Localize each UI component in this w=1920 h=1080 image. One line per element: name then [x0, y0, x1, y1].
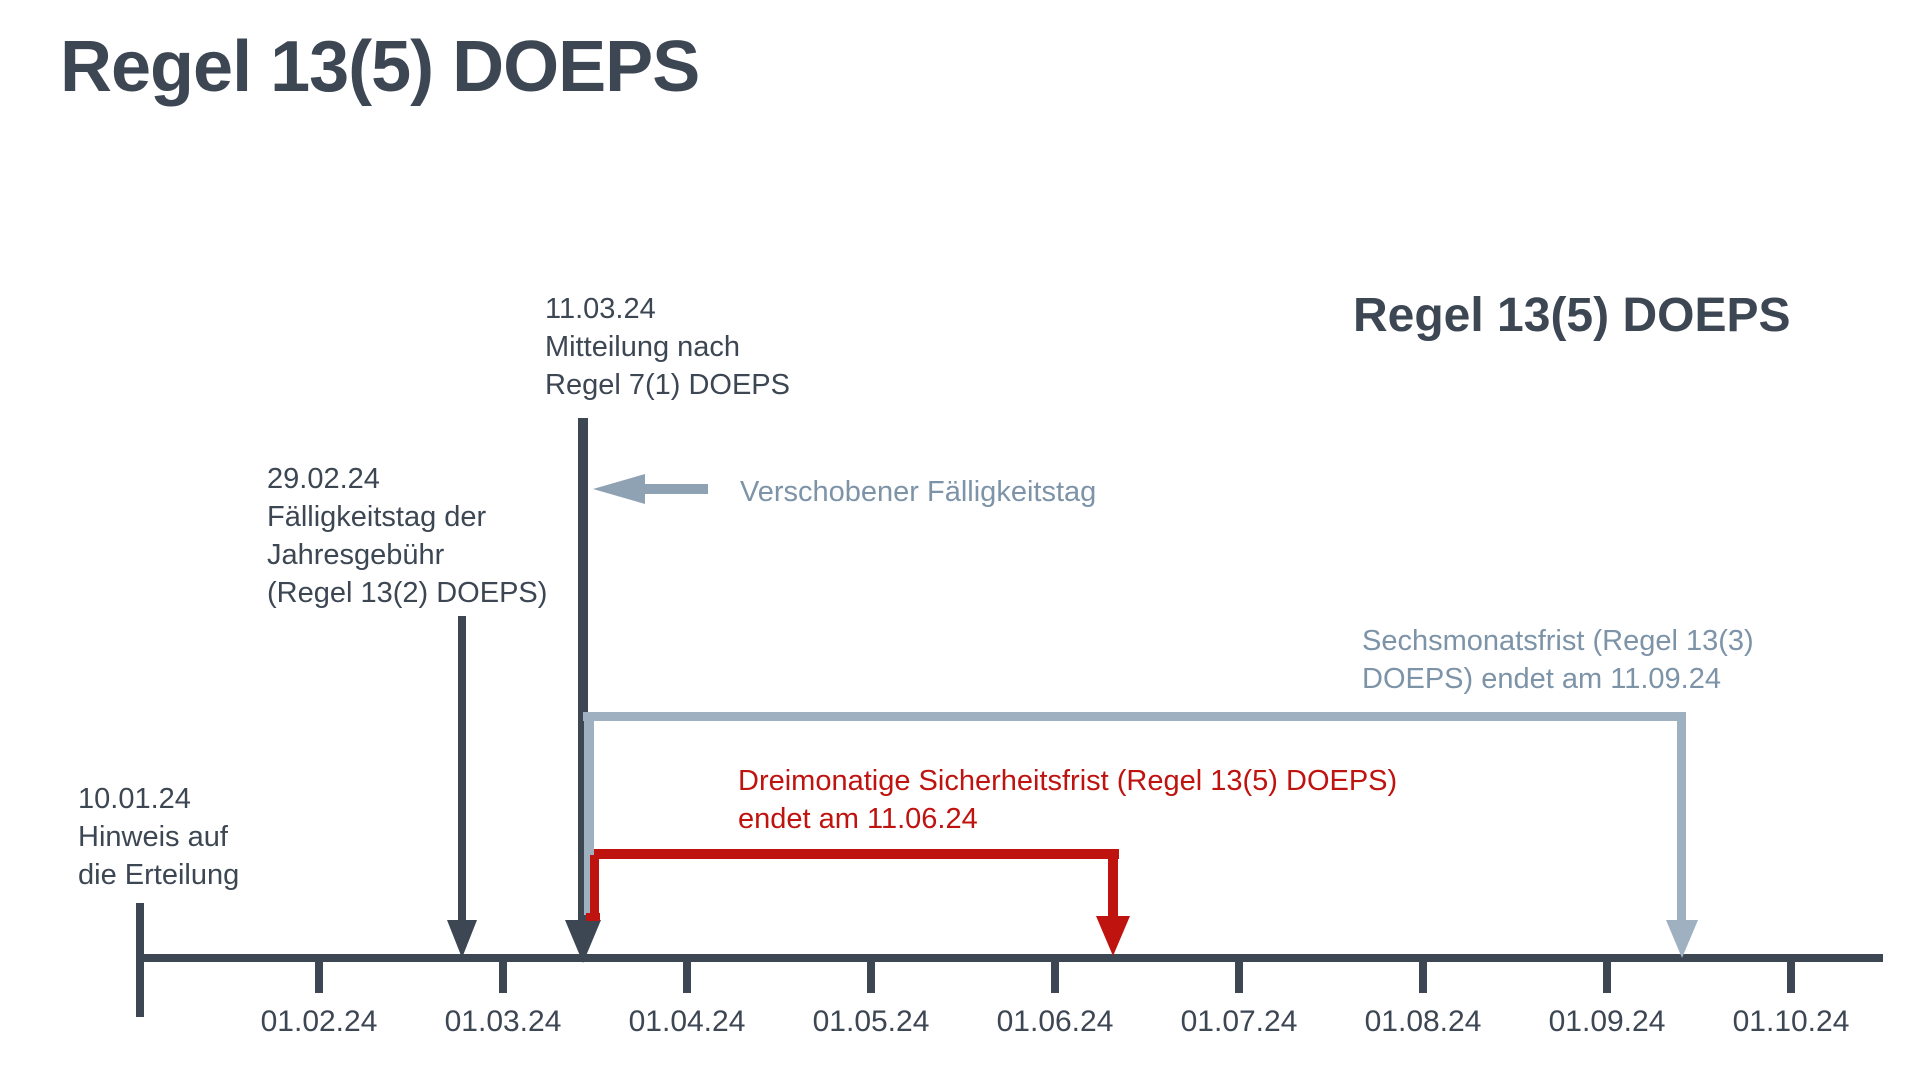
tick-01-10 — [1787, 962, 1795, 993]
label-six-month-line: DOEPS) endet am 11.09.24 — [1362, 663, 1721, 695]
three-month-bracket-left — [590, 855, 599, 920]
timeline-axis — [137, 954, 1883, 962]
tick-01-02 — [315, 962, 323, 993]
annotation-grant-notice: 10.01.24 Hinweis auf die Erteilung — [78, 780, 239, 894]
three-month-bracket-foot — [586, 913, 600, 921]
timeline-start-cap — [136, 903, 144, 1017]
tick-01-05 — [867, 962, 875, 993]
tick-label: 01.06.24 — [996, 1005, 1114, 1038]
callout-shifted-due-date: Verschobener Fälligkeitstag — [740, 476, 1097, 508]
annotation-notification-line: Regel 7(1) DOEPS — [545, 369, 790, 401]
tick-01-04 — [683, 962, 691, 993]
tick-label: 01.08.24 — [1364, 1005, 1482, 1038]
marker-due-date-arrowhead-icon — [447, 920, 477, 958]
tick-01-03 — [499, 962, 507, 993]
annotation-grant-notice-line: die Erteilung — [78, 859, 240, 891]
tick-label: 01.07.24 — [1180, 1005, 1298, 1038]
tick-label: 01.03.24 — [444, 1005, 562, 1038]
page-title: Regel 13(5) DOEPS — [60, 27, 700, 107]
annotation-grant-notice-line: Hinweis auf — [78, 821, 228, 853]
tick-label: 01.04.24 — [628, 1005, 746, 1038]
tick-01-09 — [1603, 962, 1611, 993]
tick-01-06 — [1051, 962, 1059, 993]
marker-notification-shaft — [578, 418, 588, 920]
annotation-due-date: 29.02.24 Fälligkeitstag der Jahresgebühr… — [267, 460, 547, 612]
left-arrow-icon — [593, 474, 645, 504]
three-month-arrowhead-icon — [1096, 916, 1130, 956]
annotation-notification-date: 11.03.24 — [545, 293, 656, 325]
six-month-bracket-top — [583, 712, 1686, 721]
label-six-month-period: Sechsmonatsfrist (Regel 13(3) DOEPS) end… — [1362, 622, 1754, 698]
tick-label: 01.10.24 — [1732, 1005, 1850, 1038]
label-six-month-line: Sechsmonatsfrist (Regel 13(3) — [1362, 625, 1754, 657]
three-month-bracket-top — [594, 849, 1119, 859]
marker-notification-arrowhead-icon — [565, 920, 601, 963]
six-month-bracket-right — [1677, 716, 1686, 920]
corner-title: Regel 13(5) DOEPS — [1353, 289, 1791, 342]
annotation-due-date-date: 29.02.24 — [267, 463, 380, 495]
annotation-notification: 11.03.24 Mitteilung nach Regel 7(1) DOEP… — [545, 290, 790, 404]
tick-01-07 — [1235, 962, 1243, 993]
tick-label: 01.02.24 — [260, 1005, 378, 1038]
tick-label: 01.09.24 — [1548, 1005, 1666, 1038]
annotation-due-date-line: Fälligkeitstag der — [267, 501, 487, 533]
label-three-month-period: Dreimonatige Sicherheitsfrist (Regel 13(… — [738, 762, 1397, 838]
three-month-bracket-right — [1108, 859, 1118, 916]
annotation-grant-notice-date: 10.01.24 — [78, 783, 191, 815]
annotation-due-date-line: Jahresgebühr — [267, 539, 445, 571]
label-three-month-line: Dreimonatige Sicherheitsfrist (Regel 13(… — [738, 765, 1398, 797]
annotation-notification-line: Mitteilung nach — [545, 331, 741, 363]
six-month-bracket-left — [584, 716, 594, 915]
tick-01-08 — [1419, 962, 1427, 993]
left-arrow-shaft — [643, 484, 708, 494]
label-three-month-line: endet am 11.06.24 — [738, 803, 978, 835]
marker-due-date-shaft — [458, 616, 466, 920]
annotation-due-date-line: (Regel 13(2) DOEPS) — [267, 577, 548, 609]
six-month-arrowhead-icon — [1666, 920, 1698, 958]
tick-label: 01.05.24 — [812, 1005, 930, 1038]
